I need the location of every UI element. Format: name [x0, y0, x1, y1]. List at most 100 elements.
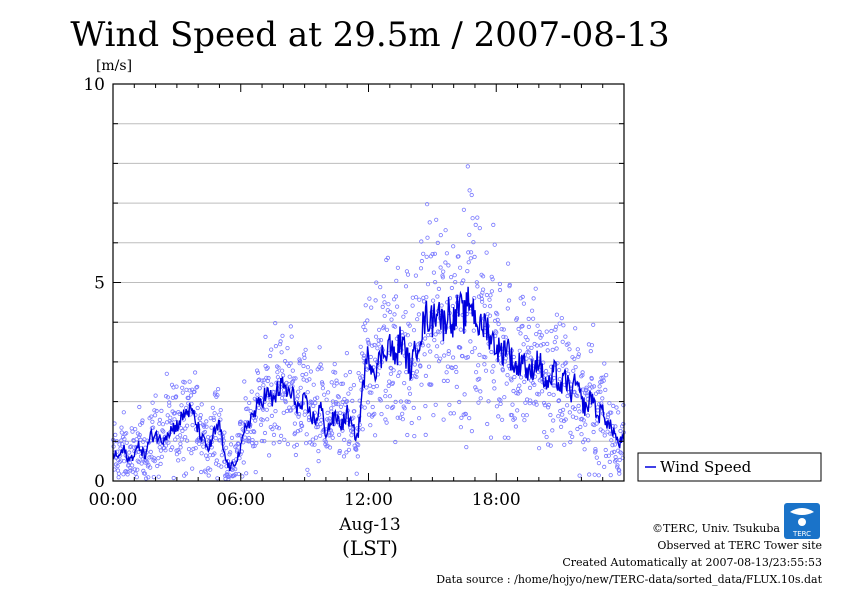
scatter-point [556, 398, 562, 403]
scatter-point [307, 377, 312, 382]
logo-drop [798, 518, 806, 526]
scatter-point [372, 411, 377, 416]
scatter-point [531, 296, 536, 301]
scatter-point [254, 440, 259, 446]
scatter-point [166, 440, 171, 445]
scatter-point [122, 459, 127, 464]
scatter-point [395, 265, 400, 270]
scatter-point [534, 331, 539, 337]
scatter-point [306, 472, 311, 477]
scatter-point [325, 410, 330, 415]
scatter-point [275, 370, 280, 375]
scatter-point [209, 425, 214, 430]
scatter-point [407, 386, 412, 391]
scatter-point [591, 384, 597, 389]
y-tick-label: 10 [83, 75, 105, 95]
scatter-point [288, 408, 294, 413]
scatter-point [619, 451, 624, 456]
scatter-point [440, 273, 445, 278]
scatter-point [227, 452, 232, 457]
scatter-point [500, 368, 505, 373]
scatter-point [505, 306, 510, 311]
scatter-point [229, 435, 235, 440]
scatter-point [591, 322, 596, 327]
scatter-point [465, 268, 470, 274]
scatter-point [432, 251, 437, 256]
scatter-point [324, 397, 329, 402]
scatter-point [256, 405, 261, 410]
scatter-point [388, 365, 393, 370]
scatter-point [545, 348, 550, 353]
scatter-point [366, 412, 372, 417]
scatter-point [499, 326, 504, 332]
scatter-point [525, 337, 530, 342]
legend-box [637, 452, 822, 482]
scatter-point [600, 396, 605, 401]
scatter-point [609, 438, 614, 443]
scatter-point [608, 472, 613, 478]
scatter-point [178, 445, 183, 450]
scatter-point [422, 352, 427, 357]
scatter-point [449, 285, 454, 291]
logo-wave [790, 508, 814, 515]
scatter-point [427, 220, 432, 225]
scatter-point [492, 318, 498, 323]
scatter-point [193, 412, 198, 418]
scatter-point [187, 379, 192, 384]
scatter-point [381, 294, 386, 299]
scatter-point [285, 441, 290, 447]
scatter-point [201, 444, 206, 449]
scatter-point [382, 300, 387, 305]
scatter-point [434, 344, 440, 349]
scatter-point [119, 425, 124, 430]
scatter-point [401, 314, 406, 319]
scatter-point [215, 393, 220, 398]
scatter-point [121, 472, 126, 477]
scatter-point [278, 339, 283, 344]
scatter-point [363, 327, 368, 333]
scatter-point [181, 457, 186, 462]
scatter-point [523, 334, 528, 340]
scatter-point [559, 315, 564, 321]
scatter-point [389, 317, 394, 322]
scatter-point [129, 426, 134, 431]
scatter-point [602, 464, 607, 469]
scatter-point [418, 364, 423, 369]
logo-text: TERC [792, 530, 811, 538]
scatter-point [219, 453, 224, 458]
scatter-point [446, 349, 451, 354]
scatter-point [517, 348, 522, 353]
scatter-point [296, 389, 301, 394]
scatter-point [437, 330, 442, 335]
scatter-point [216, 386, 221, 392]
scatter-point [228, 473, 233, 478]
scatter-point [573, 364, 578, 370]
scatter-point [361, 355, 366, 361]
created-text: Created Automatically at 2007-08-13/23:5… [562, 556, 822, 569]
scatter-point [457, 399, 462, 405]
scatter-point [438, 265, 443, 270]
scatter-point [294, 442, 299, 447]
scatter-point [280, 392, 286, 397]
scatter-point [411, 328, 417, 333]
scatter-point [483, 355, 488, 360]
scatter-point [460, 353, 465, 359]
scatter-point [235, 441, 241, 446]
scatter-point [305, 390, 310, 395]
scatter-point [273, 408, 278, 414]
scatter-point [541, 400, 547, 406]
scatter-point [498, 401, 503, 406]
scatter-point [376, 342, 381, 347]
scatter-point [392, 324, 398, 329]
scatter-point [599, 375, 604, 380]
scatter-point [374, 280, 379, 285]
scatter-point [115, 463, 120, 469]
scatter-point [406, 399, 411, 404]
scatter-point [393, 294, 399, 299]
scatter-point [178, 441, 183, 446]
scatter-point [293, 376, 298, 381]
scatter-point [194, 385, 199, 390]
scatter-point [326, 418, 331, 423]
scatter-point [593, 391, 599, 396]
scatter-point [443, 228, 448, 233]
